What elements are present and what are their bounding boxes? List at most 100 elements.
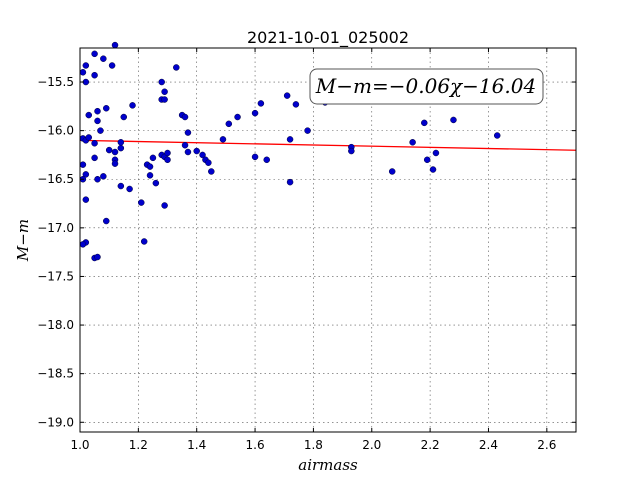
data-point: [82, 171, 90, 178]
data-point: [94, 107, 101, 115]
data-points: [79, 41, 501, 262]
data-point: [286, 136, 294, 143]
data-point: [94, 117, 101, 125]
data-point: [263, 156, 270, 164]
data-point: [184, 148, 192, 156]
y-tick-label: −18.0: [37, 318, 74, 332]
data-point: [111, 160, 119, 167]
data-point: [129, 102, 136, 109]
x-tick-label: 1.6: [246, 438, 265, 452]
data-point: [257, 100, 265, 107]
data-point: [234, 113, 241, 121]
data-point: [126, 185, 133, 193]
data-point: [161, 202, 168, 209]
fit-line-layer: [79, 139, 577, 151]
data-point: [117, 182, 125, 190]
data-point: [423, 156, 431, 164]
data-point: [82, 196, 90, 203]
data-point: [79, 161, 87, 168]
data-point: [85, 134, 93, 141]
data-point: [432, 149, 440, 157]
data-point: [292, 101, 300, 108]
data-point: [421, 119, 428, 127]
data-point: [79, 241, 87, 248]
x-tick-label: 2.2: [421, 438, 440, 452]
x-tick-label: 1.2: [129, 438, 148, 452]
data-point: [94, 175, 101, 183]
y-tick-label: −16.0: [37, 124, 74, 138]
data-point: [161, 88, 168, 95]
x-tick-label: 2.6: [537, 438, 556, 452]
y-tick-label: −15.5: [37, 75, 74, 89]
data-point: [91, 154, 98, 162]
data-point: [181, 113, 189, 121]
data-point: [208, 168, 215, 175]
data-point: [79, 69, 87, 76]
data-point: [138, 199, 145, 206]
x-tick-label: 1.0: [70, 438, 89, 452]
data-point: [161, 96, 168, 103]
data-point: [117, 144, 125, 152]
data-point: [429, 166, 437, 173]
data-point: [251, 153, 259, 161]
data-point: [184, 129, 192, 136]
data-point: [348, 147, 355, 155]
data-point: [91, 140, 98, 147]
data-point: [146, 172, 154, 179]
data-point: [91, 50, 98, 58]
data-point: [304, 127, 311, 134]
axis-ticks: 1.0 1.2 1.4 1.6 1.8 2.0 2.2 2.4 2.6 −15.5 −16.0 −16…: [37, 48, 576, 452]
data-point: [181, 141, 189, 149]
data-point: [120, 113, 128, 121]
data-point: [140, 238, 148, 245]
data-point: [152, 179, 160, 187]
x-tick-label: 2.4: [479, 438, 498, 452]
data-point: [97, 127, 104, 134]
data-point: [450, 116, 457, 124]
data-point: [108, 62, 116, 69]
fit-line: [79, 139, 577, 151]
fit-equation-text: M−m=−0.06χ−16.04: [315, 74, 536, 98]
x-tick-label: 1.8: [304, 438, 323, 452]
data-point: [103, 217, 110, 225]
y-tick-label: −17.5: [37, 269, 74, 283]
x-tick-label: 2.0: [362, 438, 381, 452]
data-point: [493, 132, 501, 139]
data-point: [103, 105, 110, 112]
y-tick-label: −18.5: [37, 367, 74, 381]
data-point: [205, 159, 212, 166]
data-point: [193, 147, 200, 155]
fit-equation-box: M−m=−0.06χ−16.04: [309, 68, 544, 105]
data-point: [91, 71, 98, 79]
y-axis-label: M−m: [14, 219, 32, 262]
y-tick-label: −19.0: [37, 415, 74, 429]
data-point: [85, 111, 93, 119]
x-tick-label: 1.4: [187, 438, 206, 452]
plot-frame: [79, 47, 577, 433]
data-point: [173, 64, 180, 71]
data-point: [111, 41, 119, 49]
plot-background: [80, 48, 576, 432]
data-point: [286, 178, 294, 186]
data-point: [199, 151, 206, 159]
data-point: [164, 149, 171, 157]
x-axis-label: airmass: [298, 456, 358, 474]
data-point: [219, 136, 227, 143]
data-point: [105, 146, 113, 154]
data-point: [94, 253, 101, 261]
data-point: [100, 55, 107, 62]
data-point: [100, 173, 107, 180]
data-point: [225, 120, 233, 128]
data-point: [111, 148, 119, 156]
data-point: [164, 156, 171, 164]
y-tick-label: −16.5: [37, 172, 74, 186]
data-point: [117, 139, 125, 146]
data-point: [158, 78, 165, 86]
data-point: [149, 154, 157, 162]
data-point: [251, 109, 259, 117]
data-point: [388, 168, 396, 175]
data-point: [409, 139, 416, 146]
y-tick-label: −17.0: [37, 221, 74, 235]
data-point: [82, 62, 90, 69]
